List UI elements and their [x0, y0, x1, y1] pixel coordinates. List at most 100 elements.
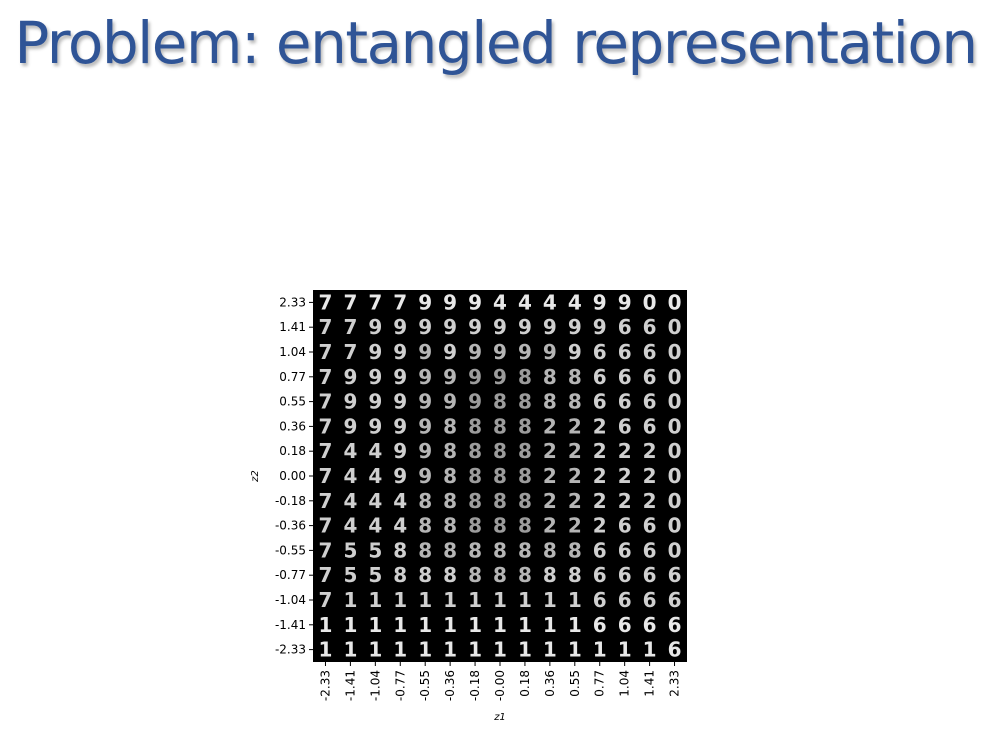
decoded-digit-cell: 9: [418, 340, 432, 364]
decoded-digit-cell: 9: [493, 365, 507, 389]
decoded-digit-cell: 2: [618, 489, 632, 513]
decoded-digit-cell: 2: [543, 489, 557, 513]
decoded-digit-cell: 8: [493, 390, 507, 414]
decoded-digit-cell: 7: [319, 489, 333, 513]
decoded-digit-cell: 2: [543, 439, 557, 463]
decoded-digit-cell: 6: [618, 613, 632, 637]
decoded-digit-cell: 5: [343, 563, 357, 587]
x-tick-label: -0.00: [493, 670, 507, 701]
decoded-digit-cell: 9: [343, 390, 357, 414]
y-tick-label: -0.36: [275, 519, 306, 533]
decoded-digit-cell: 9: [393, 340, 407, 364]
decoded-digit-cell: 1: [493, 588, 507, 612]
decoded-digit-cell: 1: [418, 588, 432, 612]
decoded-digit-cell: 0: [668, 464, 682, 488]
decoded-digit-cell: 7: [368, 290, 382, 314]
decoded-digit-cell: 9: [568, 340, 582, 364]
y-tick-label: 0.00: [279, 469, 306, 483]
decoded-digit-cell: 4: [518, 290, 532, 314]
decoded-digit-cell: 1: [343, 613, 357, 637]
decoded-digit-cell: 6: [618, 414, 632, 438]
y-tick-label: -1.41: [275, 618, 306, 632]
decoded-digit-cell: 9: [493, 340, 507, 364]
decoded-digit-cell: 9: [443, 365, 457, 389]
decoded-digit-cell: 7: [319, 365, 333, 389]
decoded-digit-cell: 9: [368, 315, 382, 339]
decoded-digit-cell: 0: [668, 414, 682, 438]
decoded-digit-cell: 8: [518, 514, 532, 538]
decoded-digit-cell: 6: [593, 365, 607, 389]
decoded-digit-cell: 9: [543, 315, 557, 339]
decoded-digit-cell: 9: [368, 340, 382, 364]
decoded-digit-cell: 9: [393, 414, 407, 438]
y-tick-label: -0.77: [275, 568, 306, 582]
decoded-digit-cell: 4: [393, 514, 407, 538]
decoded-digit-cell: 1: [593, 638, 607, 662]
decoded-digit-cell: 8: [543, 365, 557, 389]
decoded-digit-cell: 4: [368, 514, 382, 538]
decoded-digit-cell: 6: [643, 588, 657, 612]
decoded-digit-cell: 9: [593, 315, 607, 339]
decoded-digit-cell: 1: [443, 588, 457, 612]
y-tick-label: 0.77: [279, 370, 306, 384]
decoded-digit-cell: 6: [618, 315, 632, 339]
decoded-digit-cell: 6: [618, 538, 632, 562]
decoded-digit-cell: 9: [443, 315, 457, 339]
decoded-digit-cell: 2: [593, 414, 607, 438]
decoded-digit-cell: 7: [319, 390, 333, 414]
decoded-digit-cell: 9: [418, 365, 432, 389]
decoded-digit-cell: 8: [443, 514, 457, 538]
decoded-digit-cell: 9: [343, 414, 357, 438]
decoded-digit-cell: 2: [543, 514, 557, 538]
decoded-digit-cell: 1: [319, 613, 333, 637]
decoded-digit-cell: 7: [319, 588, 333, 612]
x-tick-label: -0.36: [443, 670, 457, 701]
decoded-digit-cell: 8: [568, 390, 582, 414]
decoded-digit-cell: 6: [618, 340, 632, 364]
decoded-digit-cell: 6: [593, 390, 607, 414]
decoded-digit-cell: 7: [319, 439, 333, 463]
x-tick-label: 0.18: [518, 670, 532, 697]
decoded-digit-cell: 1: [343, 588, 357, 612]
decoded-digit-cell: 0: [668, 365, 682, 389]
decoded-digit-cell: 1: [468, 638, 482, 662]
decoded-digit-cell: 8: [493, 414, 507, 438]
decoded-digit-cell: 1: [543, 638, 557, 662]
decoded-digit-cell: 8: [468, 464, 482, 488]
decoded-digit-cell: 8: [568, 365, 582, 389]
decoded-digit-cell: 0: [668, 514, 682, 538]
decoded-digit-cell: 7: [319, 563, 333, 587]
x-tick-label: -1.04: [368, 670, 382, 701]
decoded-digit-cell: 9: [468, 290, 482, 314]
decoded-digit-cell: 9: [443, 390, 457, 414]
decoded-digit-cell: 1: [368, 588, 382, 612]
decoded-digit-cell: 6: [643, 365, 657, 389]
decoded-digit-cell: 7: [319, 464, 333, 488]
decoded-digit-cell: 8: [518, 563, 532, 587]
decoded-digit-cell: 4: [368, 439, 382, 463]
y-tick-label: 0.18: [279, 444, 306, 458]
decoded-digit-cell: 0: [668, 315, 682, 339]
decoded-digit-cell: 6: [643, 538, 657, 562]
decoded-digit-cell: 8: [543, 563, 557, 587]
decoded-digit-cell: 9: [393, 390, 407, 414]
decoded-digit-cell: 8: [418, 514, 432, 538]
decoded-digit-cell: 1: [543, 588, 557, 612]
digit-grid-panel: [313, 290, 687, 662]
x-tick-label: 1.41: [643, 670, 657, 697]
decoded-digit-cell: 7: [343, 290, 357, 314]
decoded-digit-cell: 1: [518, 613, 532, 637]
decoded-digit-cell: 2: [643, 439, 657, 463]
decoded-digit-cell: 8: [393, 538, 407, 562]
decoded-digit-cell: 9: [543, 340, 557, 364]
decoded-digit-cell: 6: [618, 563, 632, 587]
decoded-digit-cell: 8: [443, 563, 457, 587]
decoded-digit-cell: 2: [618, 439, 632, 463]
decoded-digit-cell: 1: [443, 613, 457, 637]
decoded-digit-cell: 0: [668, 489, 682, 513]
x-tick-label: 2.33: [668, 670, 682, 697]
y-tick-label: 1.04: [279, 345, 306, 359]
decoded-digit-cell: 8: [468, 414, 482, 438]
decoded-digit-cell: 9: [468, 365, 482, 389]
decoded-digit-cell: 8: [443, 439, 457, 463]
